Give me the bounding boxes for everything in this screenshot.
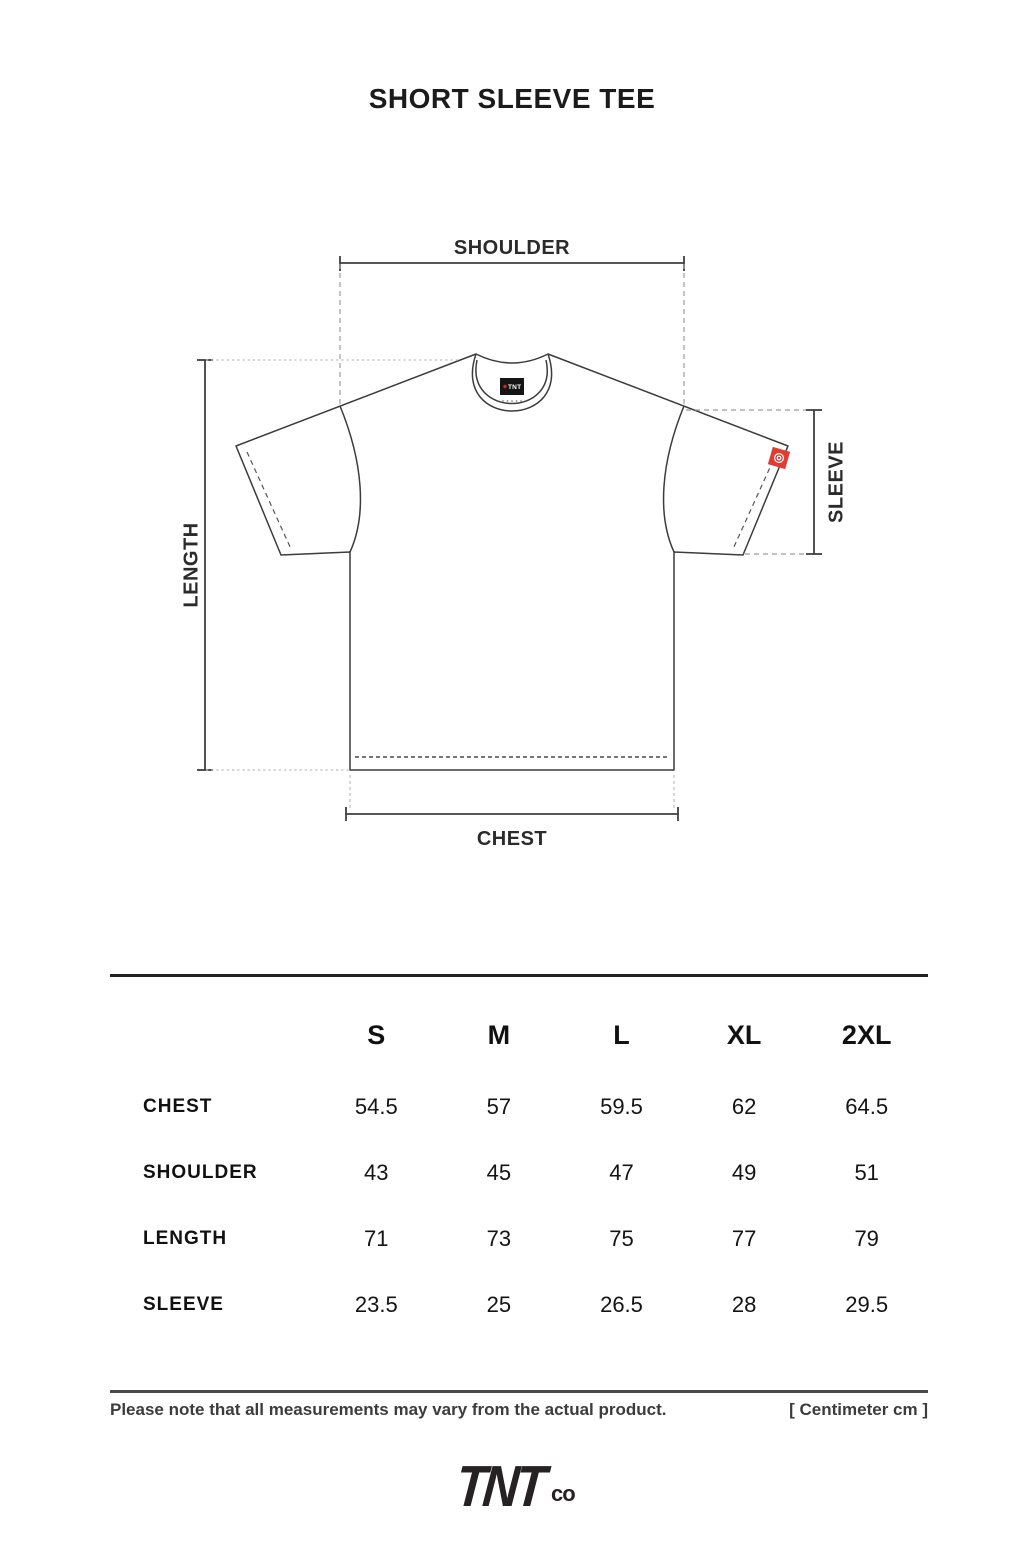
length-dimension-label: LENGTH <box>180 522 202 607</box>
table-top-rule <box>110 974 928 977</box>
measurement-disclaimer: Please note that all measurements may va… <box>110 1400 667 1419</box>
shoulder-dimension: SHOULDER <box>339 237 685 404</box>
cell-sleeve-l: 26.5 <box>600 1292 643 1317</box>
neck-brand-label: TNT <box>500 378 524 402</box>
cell-shoulder-2xl: 51 <box>854 1160 879 1185</box>
cell-length-l: 75 <box>609 1226 634 1251</box>
chest-dimension: CHEST <box>345 775 679 850</box>
cell-sleeve-m: 25 <box>486 1292 512 1317</box>
cell-shoulder-m: 45 <box>486 1160 512 1185</box>
size-header-2xl: 2XL <box>841 1020 892 1050</box>
tee-silhouette <box>235 353 789 771</box>
cell-shoulder-s: 43 <box>364 1160 389 1185</box>
cell-chest-l: 59.5 <box>600 1094 643 1119</box>
cell-length-m: 73 <box>486 1226 512 1251</box>
cell-chest-s: 54.5 <box>354 1094 398 1119</box>
brand-logo-text: TNT <box>453 1454 546 1519</box>
sleeve-guide-lines <box>686 409 806 555</box>
neck-label-stitch-dots <box>502 400 522 402</box>
brand-logo: TNT co <box>0 1454 1024 1519</box>
brand-logo-suffix: co <box>551 1481 576 1506</box>
cell-chest-m: 57 <box>486 1094 512 1119</box>
neck-label-text: TNT <box>508 384 521 391</box>
page-title: SHORT SLEEVE TEE <box>368 83 656 114</box>
chest-guide-lines <box>349 775 675 809</box>
chest-dimension-label: CHEST <box>477 828 547 850</box>
size-header-m: M <box>487 1020 511 1050</box>
size-header-s: S <box>367 1020 386 1050</box>
cell-length-s: 71 <box>364 1226 389 1251</box>
cell-chest-2xl: 64.5 <box>845 1094 889 1119</box>
collar-inner-curve <box>475 359 548 405</box>
footer-rule <box>110 1390 928 1393</box>
cell-chest-xl: 62 <box>731 1094 757 1119</box>
shoulder-dimension-label: SHOULDER <box>454 237 570 259</box>
row-label-sleeve: SLEEVE <box>143 1294 224 1315</box>
cell-shoulder-l: 47 <box>609 1160 634 1185</box>
row-label-length: LENGTH <box>143 1228 228 1249</box>
cell-sleeve-2xl: 29.5 <box>845 1292 889 1317</box>
sleeve-red-tag <box>767 446 791 470</box>
cell-sleeve-xl: 28 <box>731 1292 757 1317</box>
length-guide-lines <box>206 359 459 771</box>
collar-outer-curve <box>471 353 553 412</box>
size-table: S M L XL 2XL CHEST 54.5 57 59.5 62 64.5 … <box>110 975 928 1338</box>
neck-label-red-dot <box>503 384 507 389</box>
right-armhole-seam <box>662 405 685 553</box>
header-spacer <box>110 1014 315 1036</box>
left-armhole-seam <box>339 405 362 553</box>
cell-length-xl: 77 <box>731 1226 757 1251</box>
sleeve-dimension: SLEEVE <box>686 409 847 555</box>
length-dimension: LENGTH <box>180 359 459 771</box>
sleeve-dimension-label: SLEEVE <box>825 441 847 523</box>
unit-indicator: [ Centimeter cm ] <box>789 1400 928 1419</box>
row-label-shoulder: SHOULDER <box>143 1162 258 1183</box>
cell-length-2xl: 79 <box>854 1226 879 1251</box>
row-label-chest: CHEST <box>143 1096 213 1117</box>
cell-sleeve-s: 23.5 <box>354 1292 398 1317</box>
tee-measurement-diagram: TNT SHOULDER <box>180 237 847 850</box>
size-header-l: L <box>613 1020 630 1050</box>
footer: Please note that all measurements may va… <box>110 1400 928 1420</box>
cell-shoulder-xl: 49 <box>731 1160 757 1185</box>
size-header-xl: XL <box>726 1020 762 1050</box>
tee-outline <box>235 353 789 771</box>
